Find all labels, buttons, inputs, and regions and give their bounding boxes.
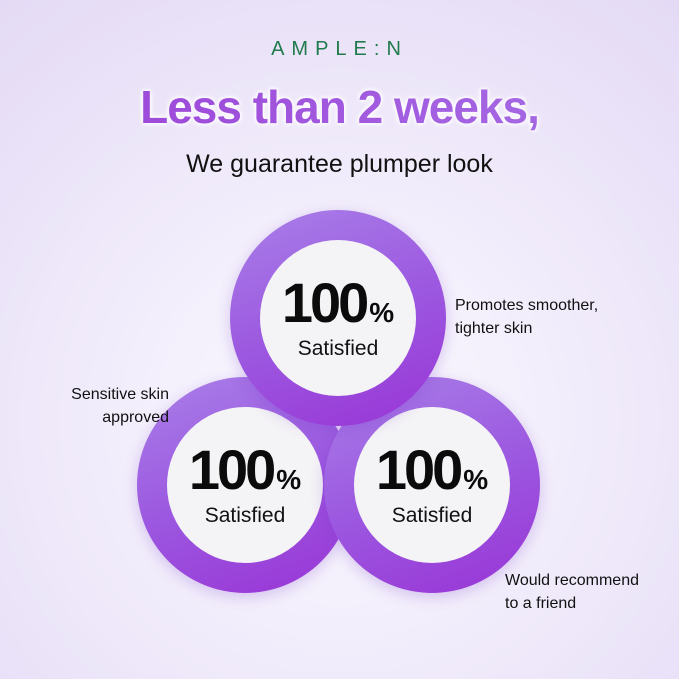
note-line: tighter skin xyxy=(455,320,533,337)
stat-value: 100 xyxy=(188,438,276,501)
stat-unit: % xyxy=(463,464,489,495)
stat-label: Satisfied xyxy=(391,504,473,527)
headline: Less than 2 weeks, xyxy=(0,80,679,134)
note-line: Would recommend xyxy=(505,572,639,589)
note-sensitive: Sensitive skin approved xyxy=(29,383,169,429)
stat-circle-smoother: 100% Satisfied xyxy=(230,210,446,426)
note-recommend: Would recommend to a friend xyxy=(505,569,639,615)
note-line: approved xyxy=(102,409,169,426)
stat-value: 100 xyxy=(281,271,369,334)
stat-label: Satisfied xyxy=(204,504,286,527)
subheadline: We guarantee plumper look xyxy=(186,150,493,178)
brand-logo: AMPLE:N xyxy=(271,38,408,60)
note-line: Sensitive skin xyxy=(71,386,169,403)
note-smoother: Promotes smoother, tighter skin xyxy=(455,294,598,340)
stat-unit: % xyxy=(369,297,395,328)
stat-unit: % xyxy=(276,464,302,495)
stat-label: Satisfied xyxy=(297,337,379,360)
stat-value: 100 xyxy=(375,438,463,501)
note-line: Promotes smoother, xyxy=(455,297,599,314)
note-line: to a friend xyxy=(505,595,577,612)
